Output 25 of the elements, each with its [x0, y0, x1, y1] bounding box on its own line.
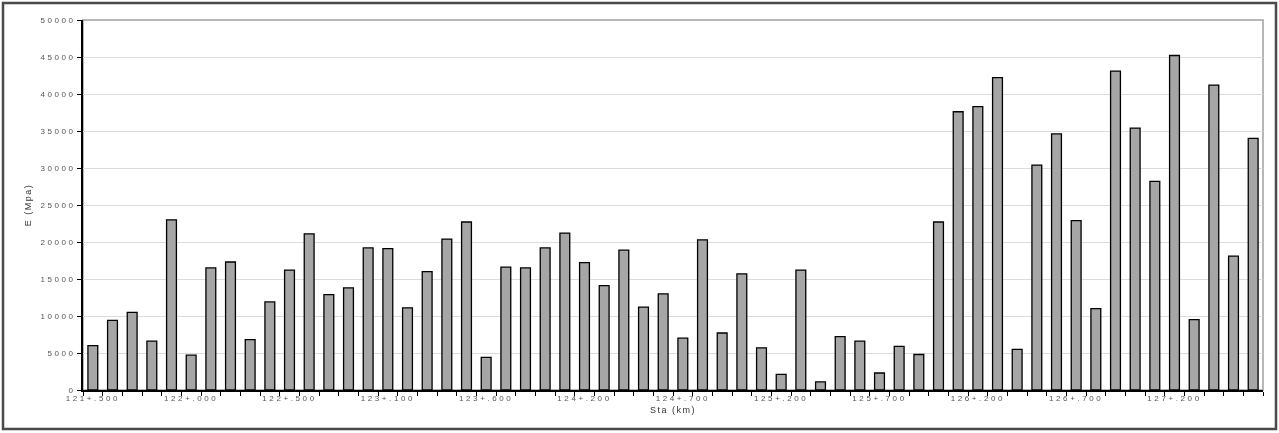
x-tick-label: 124+.200 [557, 394, 612, 404]
x-tick-label: 125+.700 [852, 394, 907, 404]
x-tick-label: 121+.500 [65, 394, 121, 404]
x-tick-label: 127+.200 [1147, 394, 1202, 404]
y-tick-label: 30000 [40, 163, 76, 173]
x-tick-label: 122+.000 [163, 394, 219, 404]
y-tick-label: 0 [68, 385, 76, 395]
x-axis-title: Sta (km) [649, 404, 697, 415]
x-tick-label: 126+.200 [950, 394, 1006, 404]
y-tick-label: 5000 [47, 348, 76, 358]
y-tick-label: 50000 [40, 15, 76, 25]
x-tick-label: 122+.500 [262, 394, 317, 404]
x-tick-label: 123+.600 [458, 394, 514, 404]
x-tick-label: 125+.200 [753, 394, 809, 404]
x-tick-label: 126+.700 [1048, 394, 1104, 404]
y-tick-label: 35000 [40, 126, 76, 136]
y-axis-title: E (Mpa) [23, 183, 34, 227]
x-tick-label: 124+.700 [655, 394, 711, 404]
y-tick-label: 10000 [40, 311, 76, 321]
y-tick-label: 40000 [40, 89, 76, 99]
y-tick-label: 15000 [40, 274, 76, 284]
y-tick-label: 45000 [40, 52, 76, 62]
x-tick-label: 123+.100 [360, 394, 416, 404]
y-tick-label: 20000 [40, 237, 76, 247]
y-tick-label: 25000 [40, 200, 76, 210]
